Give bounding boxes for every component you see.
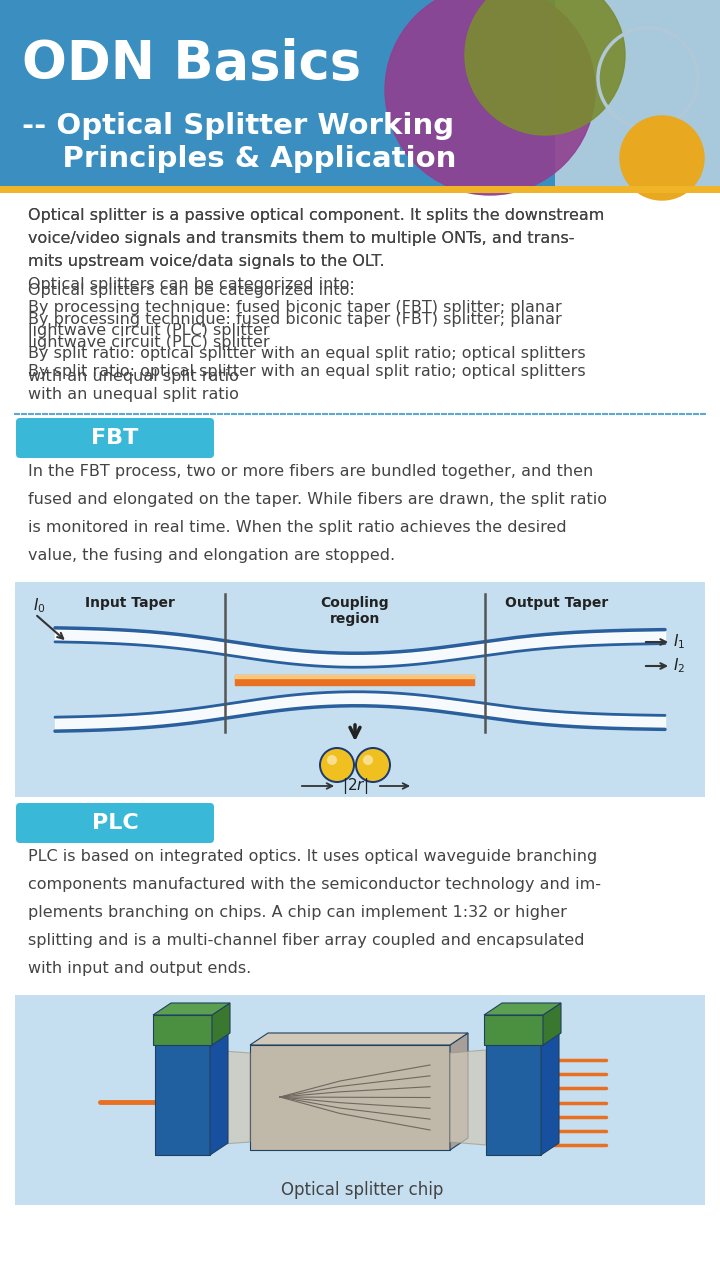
Polygon shape xyxy=(555,0,720,193)
Text: By split ratio: optical splitter with an equal split ratio; optical splitters: By split ratio: optical splitter with an… xyxy=(28,346,585,361)
Text: PLC is based on integrated optics. It uses optical waveguide branching: PLC is based on integrated optics. It us… xyxy=(28,849,598,864)
FancyBboxPatch shape xyxy=(0,193,720,1280)
Text: voice/video signals and transmits them to multiple ONTs, and trans-: voice/video signals and transmits them t… xyxy=(28,230,575,246)
Text: ODN Basics: ODN Basics xyxy=(22,38,361,90)
Polygon shape xyxy=(450,1033,468,1149)
Text: PLC: PLC xyxy=(91,813,138,833)
Polygon shape xyxy=(486,1028,559,1039)
Polygon shape xyxy=(486,1039,541,1155)
Text: -- Optical Splitter Working: -- Optical Splitter Working xyxy=(22,111,454,140)
Circle shape xyxy=(321,749,353,781)
Polygon shape xyxy=(541,1028,559,1155)
Polygon shape xyxy=(210,1028,228,1155)
Polygon shape xyxy=(155,1028,228,1039)
Text: Coupling: Coupling xyxy=(320,596,390,611)
Polygon shape xyxy=(212,1004,230,1044)
Text: Input Taper: Input Taper xyxy=(85,596,175,611)
Polygon shape xyxy=(450,1050,486,1146)
Text: $I_2$: $I_2$ xyxy=(673,657,685,676)
Text: splitting and is a multi-channel fiber array coupled and encapsulated: splitting and is a multi-channel fiber a… xyxy=(28,933,585,948)
Text: with an unequal split ratio: with an unequal split ratio xyxy=(28,369,239,384)
Circle shape xyxy=(363,755,373,765)
Polygon shape xyxy=(484,1015,543,1044)
Text: By processing technique: fused biconic taper (FBT) splitter; planar: By processing technique: fused biconic t… xyxy=(28,312,562,326)
FancyBboxPatch shape xyxy=(15,995,705,1204)
Circle shape xyxy=(465,0,625,134)
Text: region: region xyxy=(330,612,380,626)
Text: Optical splitter chip: Optical splitter chip xyxy=(281,1181,444,1199)
Text: plements branching on chips. A chip can implement 1:32 or higher: plements branching on chips. A chip can … xyxy=(28,905,567,920)
Text: mits upstream voice/data signals to the OLT.: mits upstream voice/data signals to the … xyxy=(28,253,384,269)
Circle shape xyxy=(319,748,355,783)
Text: is monitored in real time. When the split ratio achieves the desired: is monitored in real time. When the spli… xyxy=(28,520,567,535)
Text: Optical splitters can be categorized into:: Optical splitters can be categorized int… xyxy=(28,276,355,292)
Polygon shape xyxy=(484,1004,561,1015)
Text: fused and elongated on the taper. While fibers are drawn, the split ratio: fused and elongated on the taper. While … xyxy=(28,492,607,507)
Text: $|2r|$: $|2r|$ xyxy=(342,776,368,796)
Text: voice/video signals and transmits them to multiple ONTs, and trans-: voice/video signals and transmits them t… xyxy=(28,230,575,246)
Text: By processing technique: fused biconic taper (FBT) splitter; planar: By processing technique: fused biconic t… xyxy=(28,300,562,315)
Polygon shape xyxy=(210,1050,250,1146)
Text: FBT: FBT xyxy=(91,428,139,448)
FancyBboxPatch shape xyxy=(0,186,720,193)
Polygon shape xyxy=(250,1033,468,1044)
FancyBboxPatch shape xyxy=(16,803,214,844)
Text: Optical splitters can be categorized into:: Optical splitters can be categorized int… xyxy=(28,283,355,298)
Text: By split ratio: optical splitter with an equal split ratio; optical splitters: By split ratio: optical splitter with an… xyxy=(28,364,585,379)
FancyBboxPatch shape xyxy=(15,582,705,797)
Circle shape xyxy=(357,749,389,781)
Text: Principles & Application: Principles & Application xyxy=(22,145,456,173)
Polygon shape xyxy=(153,1004,230,1015)
Text: with an unequal split ratio: with an unequal split ratio xyxy=(28,387,239,402)
Text: with input and output ends.: with input and output ends. xyxy=(28,961,251,975)
Text: lightwave circuit (PLC) splitter: lightwave circuit (PLC) splitter xyxy=(28,323,269,338)
Text: components manufactured with the semiconductor technology and im-: components manufactured with the semicon… xyxy=(28,877,601,892)
Circle shape xyxy=(620,116,704,200)
Text: In the FBT process, two or more fibers are bundled together, and then: In the FBT process, two or more fibers a… xyxy=(28,463,593,479)
Text: Optical splitter is a passive optical component. It splits the downstream: Optical splitter is a passive optical co… xyxy=(28,207,604,223)
Text: $I_0$: $I_0$ xyxy=(33,596,45,614)
Text: lightwave circuit (PLC) splitter: lightwave circuit (PLC) splitter xyxy=(28,335,269,349)
Text: $I_1$: $I_1$ xyxy=(673,632,685,652)
Text: Optical splitter is a passive optical component. It splits the downstream: Optical splitter is a passive optical co… xyxy=(28,207,604,223)
Polygon shape xyxy=(250,1044,450,1149)
Circle shape xyxy=(355,748,391,783)
Text: mits upstream voice/data signals to the OLT.: mits upstream voice/data signals to the … xyxy=(28,253,384,269)
Circle shape xyxy=(385,0,595,195)
FancyBboxPatch shape xyxy=(16,419,214,458)
Polygon shape xyxy=(155,1039,210,1155)
Text: Output Taper: Output Taper xyxy=(505,596,608,611)
Polygon shape xyxy=(543,1004,561,1044)
Text: value, the fusing and elongation are stopped.: value, the fusing and elongation are sto… xyxy=(28,548,395,563)
Polygon shape xyxy=(153,1015,212,1044)
FancyBboxPatch shape xyxy=(0,0,720,193)
Circle shape xyxy=(327,755,337,765)
